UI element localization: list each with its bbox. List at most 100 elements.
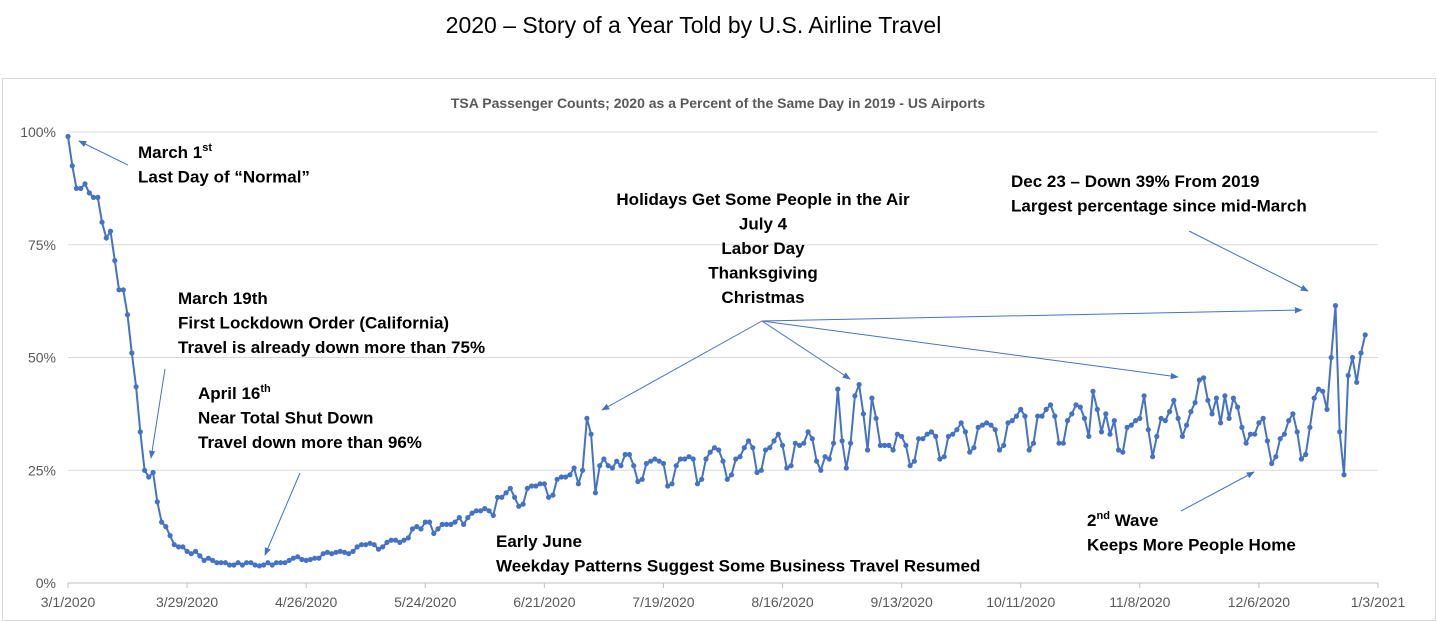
- data-point: [720, 458, 726, 464]
- data-point: [261, 562, 267, 568]
- data-point: [256, 563, 262, 569]
- data-point: [1243, 440, 1249, 446]
- annotation-dec23: Dec 23 – Down 39% From 2019 Largest perce…: [1011, 172, 1307, 216]
- data-point: [775, 431, 781, 437]
- annotation-text: Labor Day: [721, 239, 805, 258]
- data-point: [116, 287, 122, 293]
- data-point: [431, 530, 437, 536]
- annotation-span: Wave: [1110, 511, 1159, 530]
- data-point: [809, 436, 815, 442]
- annotation-arrow: [1180, 471, 1255, 512]
- data-point: [1060, 440, 1066, 446]
- data-point: [1128, 422, 1134, 428]
- data-point: [660, 460, 667, 467]
- data-point: [996, 447, 1003, 453]
- data-point: [312, 555, 318, 561]
- data-point: [1086, 433, 1092, 439]
- data-point: [1047, 402, 1054, 408]
- annotation-span: March 19th: [178, 289, 268, 308]
- annotation-text: Holidays Get Some People in the Air: [616, 190, 910, 209]
- data-point: [703, 456, 709, 462]
- data-point: [945, 433, 952, 439]
- data-point: [1167, 409, 1173, 415]
- data-point: [924, 431, 930, 437]
- data-point: [380, 544, 386, 550]
- data-point: [605, 463, 611, 469]
- annotation-span: Largest percentage since mid-March: [1011, 197, 1307, 216]
- data-point: [1030, 440, 1037, 446]
- data-point: [503, 490, 509, 496]
- annotation-arrow: [264, 472, 301, 556]
- data-point: [635, 478, 641, 485]
- data-point: [512, 494, 518, 500]
- data-point: [448, 521, 454, 527]
- data-point: [520, 501, 526, 507]
- data-point: [682, 456, 688, 462]
- data-point: [1150, 454, 1156, 460]
- y-tick-label: 0%: [36, 575, 56, 591]
- data-point: [835, 386, 841, 392]
- annotation-text: Near Total Shut Down: [198, 409, 373, 428]
- data-point: [1192, 400, 1198, 406]
- data-point: [299, 556, 305, 563]
- data-point: [384, 539, 390, 545]
- data-point: [303, 557, 309, 563]
- data-point: [762, 447, 769, 453]
- data-point: [333, 549, 339, 555]
- data-point: [99, 219, 105, 225]
- data-point: [295, 554, 301, 560]
- data-point: [329, 551, 335, 557]
- data-point: [894, 431, 901, 437]
- data-point: [1273, 454, 1279, 460]
- data-point: [686, 454, 692, 460]
- data-point: [541, 481, 548, 487]
- data-point: [899, 433, 905, 439]
- annotation-span: Travel is already down more than 75%: [178, 338, 485, 357]
- data-point: [937, 456, 943, 462]
- data-point: [784, 465, 790, 471]
- superscript: nd: [1096, 510, 1109, 522]
- line-chart: TSA Passenger Counts; 2020 as a Percent …: [20, 95, 1406, 610]
- data-point: [737, 454, 743, 460]
- annotation-holidays: Holidays Get Some People in the Air July …: [616, 190, 910, 307]
- data-point: [1298, 456, 1304, 462]
- annotation-march19: March 19th First Lockdown Order (Californ…: [178, 289, 485, 357]
- data-point: [1001, 442, 1007, 448]
- data-point: [733, 456, 739, 462]
- annotation-span: Holidays Get Some People in the Air: [616, 190, 910, 209]
- data-point: [1111, 418, 1117, 424]
- data-point: [1341, 472, 1347, 478]
- data-point: [537, 481, 543, 487]
- data-point: [490, 512, 496, 518]
- data-point: [176, 544, 182, 550]
- data-point: [1252, 431, 1258, 437]
- data-point: [992, 427, 998, 433]
- data-point: [1039, 413, 1045, 419]
- data-point: [1303, 451, 1309, 458]
- data-point: [461, 521, 467, 527]
- annotation-text: April 16th: [198, 383, 271, 403]
- x-tick-label: 1/3/2021: [1351, 594, 1406, 610]
- data-point: [180, 544, 186, 550]
- data-point: [482, 506, 488, 512]
- data-point: [95, 194, 101, 200]
- data-point: [801, 440, 807, 446]
- data-point: [1290, 411, 1296, 417]
- data-point: [597, 463, 603, 469]
- x-tick-label: 8/16/2020: [751, 594, 813, 610]
- data-point: [933, 433, 939, 439]
- data-series: [65, 133, 1368, 569]
- x-tick-label: 9/13/2020: [870, 594, 932, 610]
- data-point: [958, 420, 964, 426]
- data-point: [1073, 402, 1079, 408]
- data-point: [694, 481, 701, 487]
- data-point: [371, 542, 377, 548]
- data-point: [1247, 431, 1253, 437]
- x-tick-label: 6/21/2020: [513, 594, 575, 610]
- data-point: [120, 287, 126, 293]
- data-point: [580, 467, 586, 473]
- data-point: [877, 442, 884, 448]
- data-point: [1345, 372, 1351, 379]
- data-point: [401, 537, 407, 543]
- data-point: [988, 422, 994, 428]
